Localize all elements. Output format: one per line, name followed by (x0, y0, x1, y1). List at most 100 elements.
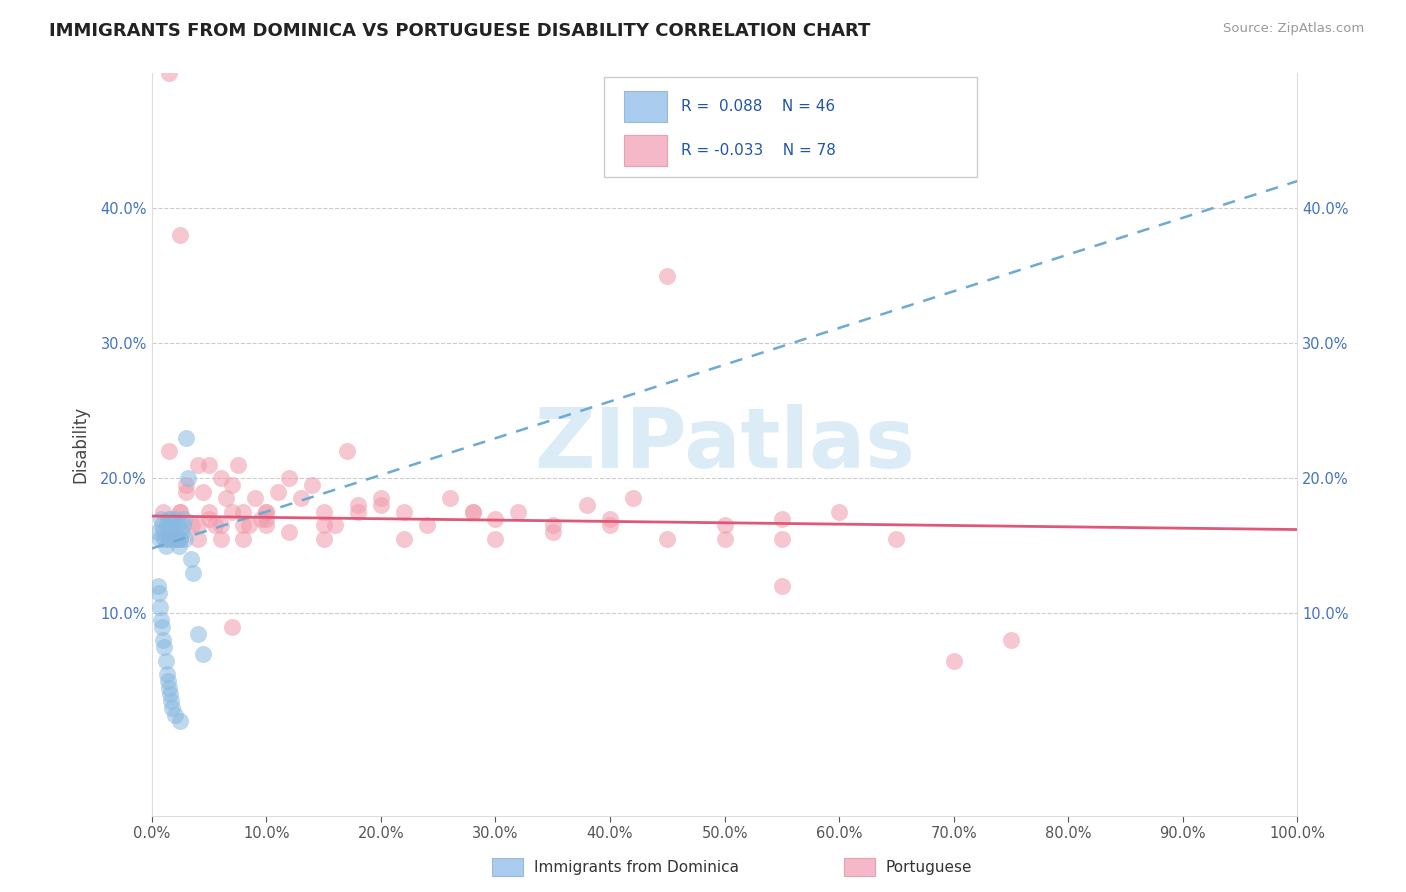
Point (172, 518, 194, 533)
Point (149, 599, 172, 614)
Text: Source: ZipAtlas.com: Source: ZipAtlas.com (1223, 22, 1364, 36)
Point (254, 512, 277, 526)
Point (347, 505, 370, 519)
Point (713, 518, 735, 533)
Point (173, 512, 195, 526)
Point (159, 687, 181, 701)
Point (312, 505, 335, 519)
Point (146, 579, 169, 593)
Point (148, 586, 170, 600)
Point (152, 525, 174, 540)
Point (221, 478, 243, 492)
Point (180, 552, 202, 566)
Point (181, 566, 204, 580)
Point (232, 518, 254, 533)
Point (169, 539, 191, 553)
Text: R =  0.088    N = 46: R = 0.088 N = 46 (681, 99, 835, 114)
Point (162, 701, 184, 715)
Point (150, 518, 173, 533)
Point (169, 532, 191, 546)
Point (169, 505, 191, 519)
Point (886, 532, 908, 546)
Point (254, 505, 277, 519)
Point (204, 518, 226, 533)
Point (174, 484, 197, 499)
Point (174, 532, 197, 546)
Point (157, 66, 180, 80)
Point (370, 498, 392, 512)
Point (155, 539, 177, 553)
Point (770, 512, 793, 526)
Point (312, 532, 335, 546)
Point (215, 491, 238, 506)
Point (163, 532, 186, 546)
Point (461, 505, 484, 519)
Point (370, 491, 392, 506)
Point (392, 532, 415, 546)
Point (267, 484, 290, 499)
Point (657, 268, 679, 283)
Point (146, 525, 169, 540)
Text: ZIPatlas: ZIPatlas (534, 404, 915, 485)
Point (278, 471, 301, 485)
Point (169, 228, 191, 243)
Point (439, 491, 461, 506)
Point (177, 471, 200, 485)
Point (770, 579, 793, 593)
Point (541, 518, 564, 533)
Point (167, 518, 190, 533)
Point (157, 681, 180, 695)
Point (209, 471, 232, 485)
Point (243, 491, 266, 506)
Point (484, 532, 506, 546)
Point (160, 694, 183, 708)
FancyBboxPatch shape (624, 135, 668, 166)
Text: Portuguese: Portuguese (886, 860, 973, 874)
Point (541, 525, 564, 540)
Point (599, 518, 621, 533)
Point (209, 532, 232, 546)
Point (416, 518, 439, 533)
Point (226, 458, 249, 472)
Point (156, 673, 179, 688)
Point (209, 518, 232, 533)
Point (198, 505, 221, 519)
Point (347, 498, 370, 512)
Point (155, 654, 177, 668)
Point (249, 512, 271, 526)
Point (335, 444, 357, 458)
Y-axis label: Disability: Disability (72, 406, 89, 483)
FancyBboxPatch shape (605, 77, 977, 177)
Text: Immigrants from Dominica: Immigrants from Dominica (534, 860, 740, 874)
Point (238, 518, 260, 533)
Point (169, 505, 191, 519)
Point (187, 458, 209, 472)
Point (221, 620, 243, 634)
FancyBboxPatch shape (624, 91, 668, 122)
Point (232, 532, 254, 546)
Point (163, 707, 186, 722)
Point (149, 532, 172, 546)
Point (169, 532, 191, 546)
Point (160, 512, 183, 526)
Point (392, 505, 415, 519)
Point (657, 532, 679, 546)
Point (163, 525, 186, 540)
Point (290, 491, 312, 506)
Point (157, 532, 180, 546)
Point (162, 518, 184, 533)
Point (576, 498, 599, 512)
Point (942, 654, 965, 668)
Point (713, 532, 735, 546)
Point (193, 484, 215, 499)
Point (174, 478, 197, 492)
Point (508, 505, 530, 519)
Point (232, 505, 254, 519)
Point (157, 532, 180, 546)
Point (484, 512, 506, 526)
Point (153, 532, 176, 546)
Point (162, 532, 184, 546)
Point (193, 647, 215, 661)
Point (599, 512, 621, 526)
Point (157, 444, 180, 458)
